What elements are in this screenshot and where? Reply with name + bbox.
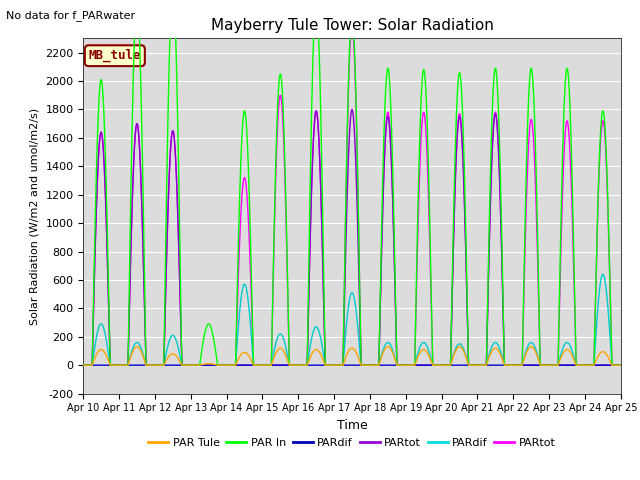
Text: No data for f_PARwater: No data for f_PARwater bbox=[6, 10, 136, 21]
Legend: PAR Tule, PAR In, PARdif, PARtot, PARdif, PARtot: PAR Tule, PAR In, PARdif, PARtot, PARdif… bbox=[144, 433, 560, 452]
Y-axis label: Solar Radiation (W/m2 and umol/m2/s): Solar Radiation (W/m2 and umol/m2/s) bbox=[29, 108, 40, 324]
Title: Mayberry Tule Tower: Solar Radiation: Mayberry Tule Tower: Solar Radiation bbox=[211, 18, 493, 33]
X-axis label: Time: Time bbox=[337, 419, 367, 432]
Text: MB_tule: MB_tule bbox=[88, 49, 141, 62]
